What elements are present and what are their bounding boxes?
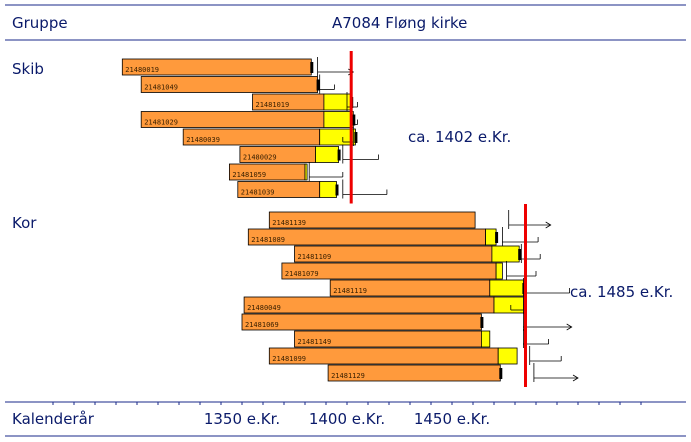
group-label: Kor [12,214,37,232]
sample-id: 21481069 [245,321,279,329]
rule-lines [5,4,686,437]
sapwood-bar [319,181,337,198]
sapwood-bar [304,163,308,181]
group-column-header: Gruppe [12,14,68,32]
axis-tick-label: 1450 e.Kr. [414,410,490,428]
heartwood-bar [243,296,495,314]
sample-id: 21481109 [298,253,332,261]
bark-edge-marker [518,249,522,260]
sapwood-bar [491,245,520,263]
bark-edge-marker [352,114,356,126]
sapwood-bar [323,111,354,128]
sapwood-bar [315,146,340,163]
bark-edge-marker [335,184,339,196]
sample-row: 21480049 [243,295,524,314]
bark-edge-marker [499,368,503,379]
sapwood-bar [497,347,518,365]
sample-id: 21480049 [247,304,281,312]
bark-edge-marker [310,62,314,73]
sample-row: 21481079 [281,261,537,280]
sample-row: 21481069 [241,312,573,331]
sample-id: 21481099 [272,355,306,363]
sample-row: 21481059 [228,162,344,181]
sapwood-bar [480,330,491,348]
sample-id: 21481039 [241,189,275,197]
sapwood-bar [489,279,524,297]
group-kor: Kor 21481139 21481089 21481109 21481079 21481… [12,204,673,387]
heartwood-bar [268,211,476,229]
sample-row: 21481149 [294,329,549,348]
sample-id: 21481079 [285,270,319,278]
sample-row: 21481019 [252,92,358,111]
group-skib: Skib 21480019 21481049 21481019 21481029 2148… [12,51,511,204]
sample-row: 21481129 [327,363,579,382]
sample-id: 21481059 [232,171,266,179]
sample-id: 21481089 [251,236,285,244]
bark-edge-marker [522,283,526,294]
range-open-arrow [545,221,552,229]
bark-edge-marker [316,79,320,91]
calendar-axis-label: Kalenderår [12,410,95,428]
sample-row: 21481139 [268,210,552,229]
range-open-arrow [572,374,579,382]
bark-edge-marker [354,132,358,143]
axis-tick-label: 1350 e.Kr. [204,410,280,428]
dating-label: ca. 1402 e.Kr. [408,128,511,146]
axis-ticks [52,402,642,405]
sample-row: 21481049 [140,74,335,94]
sample-row: 21480029 [239,144,379,164]
axis-tick-label: 1400 e.Kr. [309,410,385,428]
range-open-arrow [566,323,573,331]
sample-id: 21481019 [256,101,290,109]
sample-row: 21481089 [247,227,539,246]
sample-row: 21481029 [140,109,358,129]
chart-title: A7084 Fløng kirke [332,14,467,32]
sample-row: 21481119 [329,278,570,297]
sample-id: 21481139 [272,219,306,227]
sample-row: 21480019 [121,57,355,76]
sample-id: 21480039 [186,136,220,144]
bark-edge-marker [337,149,341,161]
sample-id: 21481149 [298,338,332,346]
dating-label: ca. 1485 e.Kr. [570,283,673,301]
sapwood-bar [493,296,524,314]
sample-groups: Skib 21480019 21481049 21481019 21481029 2148… [12,51,673,387]
axis-tick-labels: 1350 e.Kr. 1400 e.Kr. 1450 e.Kr. [204,410,490,428]
group-label: Skib [12,60,44,78]
sample-row: 21480039 [182,127,358,146]
sapwood-bar [485,228,497,246]
sample-id: 21481029 [144,119,178,127]
sample-row: 21481099 [268,346,562,365]
sample-id: 21481049 [144,84,178,92]
sample-id: 21480019 [125,66,159,74]
sample-id: 21481129 [331,372,365,380]
sample-id: 21481119 [333,287,367,295]
sample-row: 21481039 [237,179,388,199]
bark-edge-marker [480,317,484,328]
sample-id: 21480029 [243,154,277,162]
bark-edge-marker [495,232,499,243]
sample-row: 21481109 [294,244,541,263]
sapwood-bar [495,262,503,280]
